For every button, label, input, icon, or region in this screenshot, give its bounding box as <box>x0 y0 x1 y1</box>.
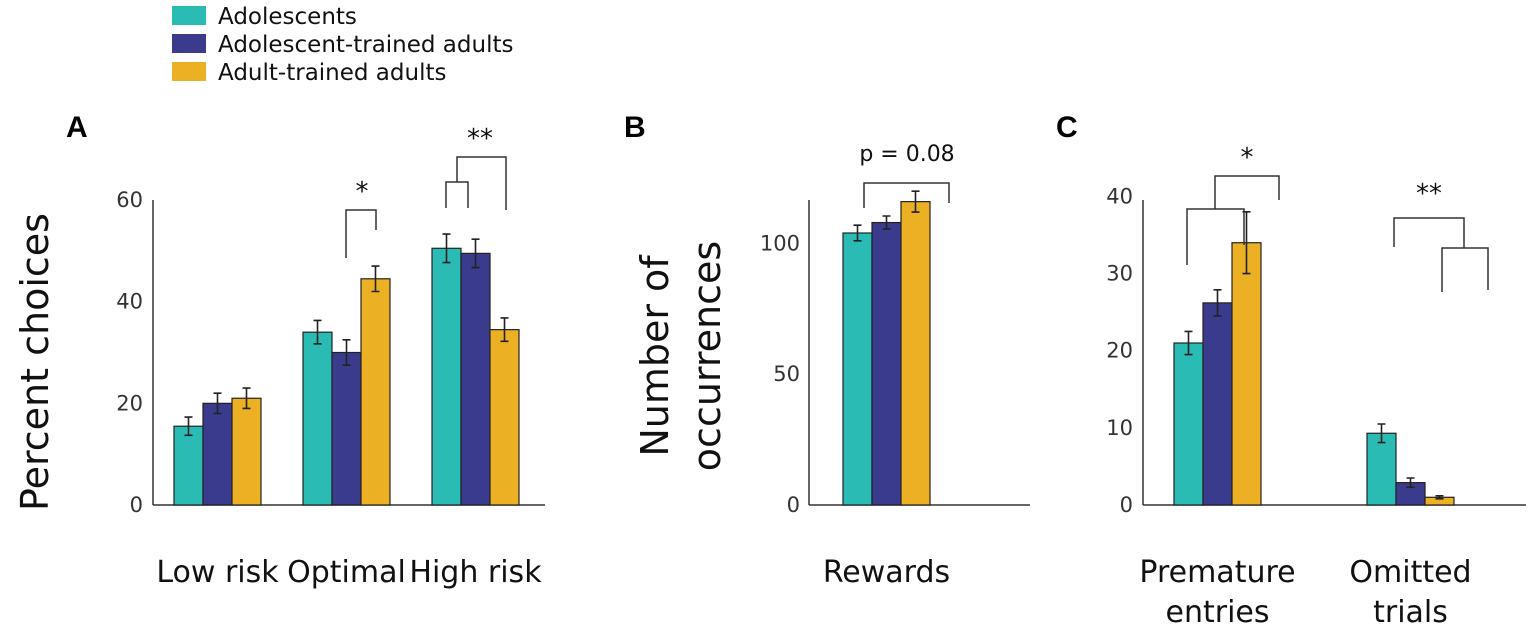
panel-c-bar-premature-entries-adolescents <box>1173 342 1204 506</box>
panel-a-bar-high-risk-adult-trained-adults <box>489 329 520 506</box>
panel-b-y-tick-label: 0 <box>787 493 800 517</box>
panel-b-bracket-rewards <box>863 182 950 208</box>
panel-a-y-tick-label: 60 <box>116 188 143 212</box>
panel-b-y-tick-label: 100 <box>760 231 800 255</box>
panel-b-bar-rewards-adult-trained-adults <box>900 201 931 506</box>
panel-c-y-tick-label: 30 <box>1106 262 1133 286</box>
legend-label-adolescents: Adolescents <box>218 4 357 30</box>
legend-swatch-adolescents <box>172 6 206 25</box>
legend-label-adolescent-trained-adults: Adolescent-trained adults <box>218 32 513 58</box>
panel-c-sig-omitted: ** <box>1416 179 1442 209</box>
panel-b-bar-rewards-adolescent-trained-adults <box>871 221 902 506</box>
panel-a-bracket-high-risk-inner <box>445 181 469 208</box>
panel-a-error-bar-low-risk-adolescents <box>184 416 193 437</box>
panel-c-error-bar-omitted-trials-adolescent-trained-adults <box>1406 477 1415 489</box>
panel-b-y-tick-label: 50 <box>773 362 800 386</box>
panel-a-plot: 0 20 40 60 Low risk Optimal High risk <box>116 188 545 590</box>
panel-c-y-tick-label: 40 <box>1106 184 1133 208</box>
panel-a-y-axis-label: Percent choices <box>13 213 57 511</box>
panel-a-bar-high-risk-adolescents <box>431 247 462 506</box>
panel-b-plot: 0 50 100 Rewards <box>760 190 1030 590</box>
panel-c-sig-premature: * <box>1241 143 1254 173</box>
panel-c-bar-premature-entries-adult-trained-adults <box>1231 242 1262 506</box>
legend-swatch-adult-trained-adults <box>172 62 206 81</box>
panel-c-plot: 0 10 20 30 40 Premature entries Omitted trials <box>1106 184 1526 630</box>
panel-c-category-label: entries <box>1166 595 1270 630</box>
panel-c-bracket-omitted-inner <box>1441 247 1489 292</box>
legend: Adolescents Adolescent-trained adults Ad… <box>172 4 513 86</box>
panel-a-error-bar-low-risk-adult-trained-adults <box>242 387 251 410</box>
panel-c-bracket-omitted-outer <box>1393 217 1465 248</box>
panel-b-category-label: Rewards <box>823 555 950 590</box>
panel-a-category-label: Low risk <box>156 555 279 590</box>
panel-c-category-label: trials <box>1373 595 1448 630</box>
panel-a-bar-low-risk-adolescent-trained-adults <box>202 402 233 506</box>
panel-a-bar-optimal-adult-trained-adults <box>360 278 391 506</box>
panel-b: B Number of occurrences 0 50 100 Rewards p … <box>624 111 1030 590</box>
panel-c-bracket-premature-outer <box>1214 175 1280 209</box>
panel-a-bar-high-risk-adolescent-trained-adults <box>460 252 491 506</box>
panel-b-error-bar-rewards-adolescent-trained-adults <box>882 215 891 230</box>
panel-c-bar-omitted-trials-adolescents <box>1366 432 1397 506</box>
panel-label-c: C <box>1056 111 1078 144</box>
panel-a-bracket-optimal <box>345 209 377 258</box>
panel-b-sig-brackets <box>863 182 950 208</box>
panel-a: A Percent choices 0 20 40 60 Low risk Optimal… <box>13 111 545 590</box>
panel-a-error-bar-optimal-adolescent-trained-adults <box>342 338 351 367</box>
panel-a-error-bar-high-risk-adolescent-trained-adults <box>471 238 480 269</box>
panel-a-bar-optimal-adolescent-trained-adults <box>331 351 362 506</box>
panel-c-y-tick-label: 10 <box>1106 416 1133 440</box>
panel-c-category-label: Premature <box>1139 555 1295 590</box>
panel-a-y-tick-label: 20 <box>116 391 143 415</box>
panel-c-error-bar-premature-entries-adolescents <box>1184 330 1193 356</box>
panel-a-error-bar-optimal-adolescents <box>313 319 322 345</box>
panel-a-error-bar-low-risk-adolescent-trained-adults <box>213 392 222 415</box>
panel-a-bar-low-risk-adult-trained-adults <box>231 397 262 506</box>
panel-c-y-tick-label: 20 <box>1106 339 1133 363</box>
panel-a-sig-optimal: * <box>356 177 369 207</box>
panel-b-p-value: p = 0.08 <box>859 142 954 167</box>
panel-b-error-bar-rewards-adolescents <box>853 224 862 242</box>
panel-label-a: A <box>66 111 88 144</box>
panel-b-y-axis-label-line-2: occurrences <box>685 241 729 471</box>
panel-a-bracket-high-risk-outer <box>456 156 507 210</box>
panel-c-sig-brackets <box>1186 175 1489 292</box>
panel-a-error-bar-high-risk-adult-trained-adults <box>500 317 509 343</box>
panel-c-error-bar-omitted-trials-adolescents <box>1377 423 1386 444</box>
legend-label-adult-trained-adults: Adult-trained adults <box>218 60 446 86</box>
panel-a-y-tick-label: 0 <box>130 493 143 517</box>
panel-c-bar-premature-entries-adolescent-trained-adults <box>1202 302 1233 506</box>
panel-c: C 0 10 20 30 40 Premature entries Omitted trials… <box>1056 111 1526 630</box>
panel-a-bar-low-risk-adolescents <box>173 425 204 506</box>
panel-a-sig-high-risk: ** <box>467 124 493 154</box>
panel-c-y-tick-label: 0 <box>1120 493 1133 517</box>
panel-a-y-tick-label: 40 <box>116 290 143 314</box>
panel-b-error-bar-rewards-adult-trained-adults <box>911 190 920 213</box>
panel-c-error-bar-omitted-trials-adult-trained-adults <box>1435 494 1444 500</box>
panel-a-sig-brackets <box>345 156 507 258</box>
panel-b-y-axis-label-line-1: Number of <box>633 254 677 457</box>
panel-a-error-bar-high-risk-adolescents <box>442 233 451 264</box>
panel-a-error-bar-optimal-adult-trained-adults <box>371 265 380 293</box>
panel-b-bar-rewards-adolescents <box>842 232 873 506</box>
panel-a-bar-optimal-adolescents <box>302 331 333 506</box>
panel-label-b: B <box>624 111 646 144</box>
panel-c-category-label: Omitted <box>1349 555 1471 590</box>
panel-a-category-label: High risk <box>409 555 542 590</box>
legend-swatch-adolescent-trained-adults <box>172 34 206 53</box>
panel-a-category-label: Optimal <box>287 555 406 590</box>
panel-c-error-bar-premature-entries-adolescent-trained-adults <box>1213 288 1222 317</box>
